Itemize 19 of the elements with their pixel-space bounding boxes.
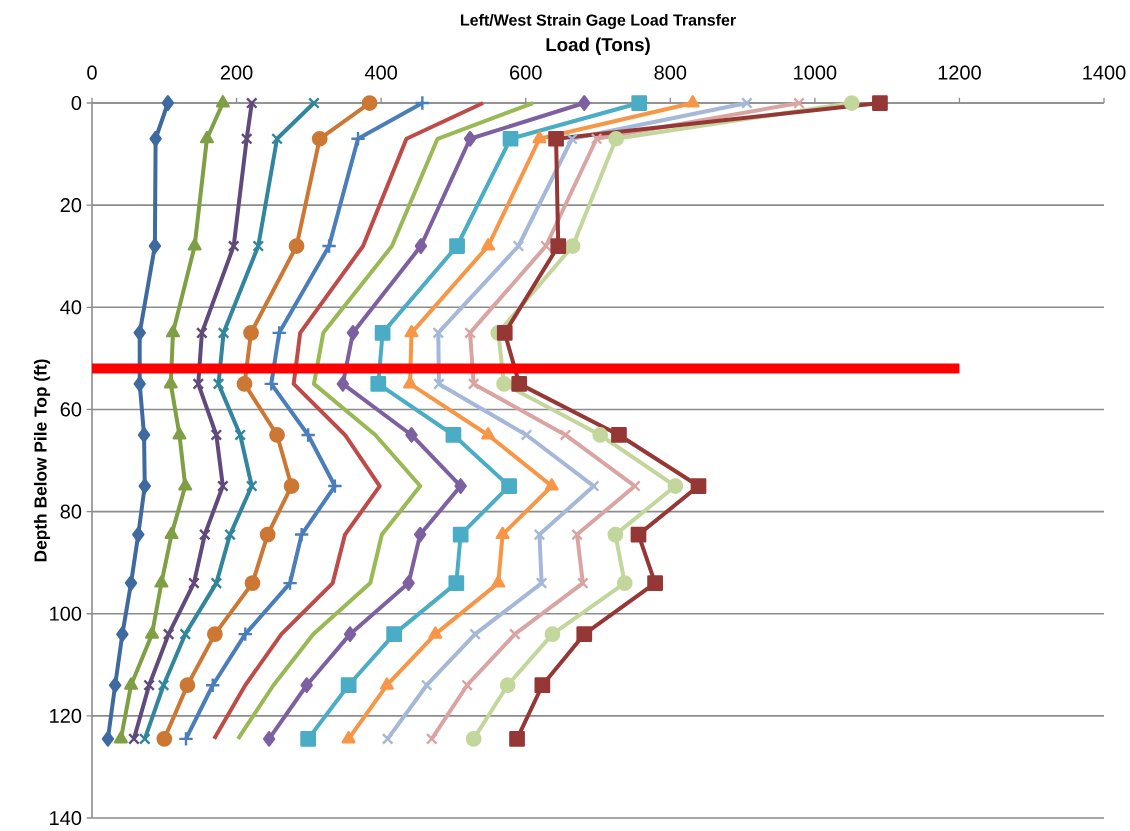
x-tick-label: 0 [87, 65, 97, 80]
x-tick-label: 800 [654, 65, 687, 80]
x-tick-label: 1000 [794, 65, 837, 80]
y-tick-label: 20 [60, 198, 82, 213]
x-axis-title: Load (Tons) [546, 37, 650, 55]
y-tick-label: 120 [50, 708, 82, 723]
x-tick-label: 1400 [1083, 65, 1126, 80]
y-tick-label: 100 [50, 606, 82, 621]
y-tick-label: 80 [60, 504, 82, 519]
y-tick-label: 0 [71, 95, 82, 111]
x-tick-label: 600 [510, 65, 542, 80]
y-axis-title: Depth Below Pile Top (ft) [33, 359, 51, 562]
chart-title: Left/West Strain Gage Load Transfer [460, 13, 736, 29]
y-tick-label: 40 [60, 300, 82, 315]
x-tick-label: 1200 [938, 65, 981, 80]
y-tick-label: 60 [60, 402, 82, 417]
x-tick-label: 200 [220, 65, 253, 80]
x-tick-label: 400 [364, 65, 398, 80]
y-tick-label: 140 [50, 810, 82, 826]
